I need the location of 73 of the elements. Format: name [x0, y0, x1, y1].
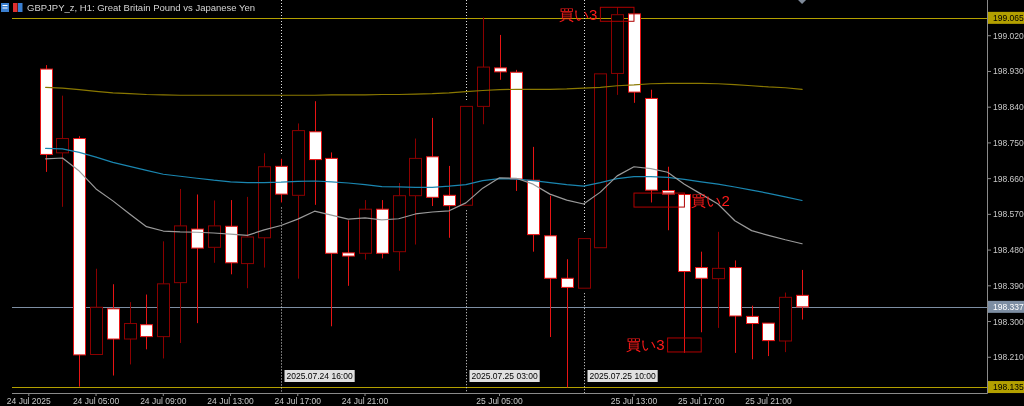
y-tick-label: 198.210 [993, 352, 1024, 363]
candlestick [292, 122, 305, 280]
y-tick-label: 199.020 [993, 30, 1024, 41]
candlestick [796, 269, 809, 321]
ref-line-label: 2025.07.25 03:00 [471, 371, 538, 381]
x-tick-label: 25 Jul 17:00 [678, 396, 725, 406]
candlestick [443, 165, 456, 239]
annotation: 買い2 [691, 191, 730, 209]
candlestick [695, 251, 708, 333]
candlestick [746, 305, 759, 360]
candlestick [140, 294, 153, 350]
candlestick [174, 188, 187, 344]
candlestick [460, 105, 473, 206]
candlestick [90, 268, 103, 355]
candlestick [325, 151, 338, 327]
candlestick [241, 196, 254, 289]
candlestick [544, 195, 557, 338]
candlestick [628, 13, 641, 104]
candlestick [729, 259, 742, 354]
x-tick-label: 24 Jul 2025 [6, 396, 52, 406]
candlestick [426, 117, 439, 207]
candlestick [208, 199, 221, 264]
candlestick [342, 219, 355, 287]
candlestick [712, 231, 725, 329]
candlestick [645, 89, 658, 203]
candlestick [258, 152, 271, 269]
x-tick-label: 24 Jul 05:00 [72, 396, 120, 406]
ref-line-label: 2025.07.25 10:00 [589, 371, 656, 381]
candlestick [762, 322, 775, 357]
x-tick-label: 24 Jul 09:00 [140, 396, 187, 406]
x-tick-label: 25 Jul 05:00 [476, 396, 523, 406]
candlestick [494, 34, 507, 81]
candlestick [561, 258, 574, 388]
candlestick [409, 138, 422, 246]
candlestick [477, 16, 490, 125]
candlestick [40, 64, 53, 173]
y-tick-label: 198.750 [993, 137, 1024, 148]
ref-line-label: 2025.07.24 16:00 [286, 371, 353, 381]
x-tick-label: 24 Jul 17:00 [274, 396, 322, 406]
x-tick-label: 25 Jul 13:00 [610, 396, 658, 406]
y-tick-label: 198.390 [993, 280, 1024, 291]
candlestick [376, 199, 389, 259]
x-tick-label: 24 Jul 21:00 [341, 396, 389, 406]
candlestick [73, 135, 86, 388]
y-tick-label: 198.840 [993, 102, 1024, 113]
candlestick [393, 182, 406, 272]
ref-line-label: 199.065 [993, 12, 1024, 23]
candlestick [56, 95, 69, 208]
x-tick-label: 24 Jul 13:00 [207, 396, 254, 406]
candlestick [594, 73, 607, 249]
y-tick-label: 198.570 [993, 209, 1024, 220]
ref-line-label: 198.337 [993, 301, 1024, 312]
y-tick-label: 198.300 [993, 316, 1024, 327]
candlestick [611, 6, 624, 96]
candlestick [578, 238, 591, 289]
y-tick-label: 198.660 [993, 173, 1024, 184]
candlestick [678, 194, 691, 354]
candlestick [309, 100, 322, 206]
candlestick [157, 240, 170, 359]
ref-line-label: 198.135 [993, 382, 1024, 393]
candlestick [510, 69, 523, 192]
line-series [45, 82, 803, 96]
candlestick [107, 283, 120, 377]
candlestick [191, 194, 204, 324]
chart-title: GBPJPY_z, H1: Great Britain Pound vs Japanese Yen [27, 2, 256, 13]
candlestick [359, 199, 372, 261]
y-tick-label: 198.480 [993, 245, 1024, 256]
x-tick-label: 25 Jul 21:00 [745, 396, 792, 406]
y-tick-label: 198.930 [993, 66, 1024, 77]
candlestick [124, 301, 137, 365]
candlestick [527, 146, 540, 253]
candlestick [225, 199, 238, 275]
annotation: 買い3 [626, 336, 665, 354]
